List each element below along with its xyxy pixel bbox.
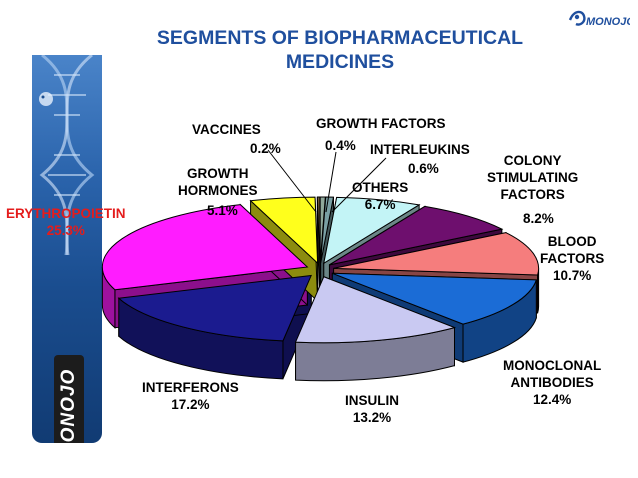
sidebar-banner: MONOJO — [32, 55, 102, 443]
label-growth-hormones-line-1: GROWTH — [187, 166, 249, 181]
sidebar-logo: MONOJO — [54, 355, 84, 443]
label-others-name: OTHERS — [352, 180, 409, 195]
label-mab-line-1: MONOCLONAL — [503, 358, 602, 373]
label-csf-line-3: FACTORS — [500, 187, 565, 202]
monojo-logo: MONOJO — [568, 10, 630, 28]
label-vaccines-name: VACCINES — [192, 122, 261, 137]
label-growth-hormones-line-2: HORMONES — [178, 183, 258, 198]
label-interferons-value: 17.2% — [171, 397, 210, 412]
corner-logo-text: MONOJO — [586, 16, 630, 28]
label-interleukins: INTERLEUKINS — [370, 141, 470, 158]
slice-top-1 — [320, 196, 335, 264]
label-vaccines-value: 0.2% — [250, 141, 281, 156]
label-interleukins-name: INTERLEUKINS — [370, 142, 470, 157]
label-insulin-name: INSULIN — [345, 393, 399, 408]
slice-top-7 — [117, 274, 313, 342]
label-blood-factors-line-1: BLOOD — [547, 234, 597, 249]
value-growth-hormones: 5.1% — [207, 202, 238, 219]
slice-top-9 — [249, 196, 319, 265]
slice-top-2 — [323, 196, 421, 265]
label-growth-hormones-value: 5.1% — [207, 203, 238, 218]
label-growth-factors: GROWTH FACTORS — [316, 115, 446, 132]
label-vaccines: VACCINES — [192, 121, 261, 138]
slice-top-8 — [101, 204, 309, 291]
value-interleukins: 0.6% — [408, 160, 439, 177]
chart-title: SEGMENTS OF BIOPHARMACEUTICAL MEDICINES — [110, 26, 570, 74]
pie-slices — [101, 196, 540, 382]
label-interferons: INTERFERONS 17.2% — [142, 379, 239, 413]
label-monoclonal-antibodies: MONOCLONAL ANTIBODIES 12.4% — [503, 357, 601, 408]
value-vaccines: 0.2% — [250, 140, 281, 157]
label-insulin-value: 13.2% — [352, 410, 392, 425]
label-csf-line-2: STIMULATING — [487, 170, 579, 185]
value-growth-factors: 0.4% — [325, 137, 356, 154]
title-line-1: SEGMENTS OF BIOPHARMACEUTICAL — [156, 27, 524, 49]
label-csf-line-1: COLONY — [503, 153, 562, 168]
title-line-2: MEDICINES — [285, 51, 395, 73]
slice-top-4 — [333, 232, 540, 276]
label-others-value: 6.7% — [364, 197, 396, 212]
label-blood-factors-value: 10.7% — [552, 268, 592, 283]
label-erythropoietin-value: 25.3% — [46, 223, 85, 238]
label-mab-value: 12.4% — [532, 392, 572, 407]
label-interleukins-value: 0.6% — [408, 161, 439, 176]
label-others: OTHERS 6.7% — [352, 179, 408, 213]
value-colony-stimulating-factors: 8.2% — [523, 210, 554, 227]
dna-helix-graphic — [39, 55, 95, 255]
label-interferons-name: INTERFERONS — [142, 380, 239, 395]
label-insulin: INSULIN 13.2% — [345, 392, 399, 426]
slice-top-6 — [294, 276, 457, 344]
label-mab-line-2: ANTIBODIES — [510, 375, 594, 390]
slice-top-3 — [329, 205, 504, 266]
label-erythropoietin-name: ERYTHROPOIETIN — [6, 206, 126, 221]
label-blood-factors-line-2: FACTORS — [540, 251, 605, 266]
label-colony-stimulating-factors: COLONY STIMULATING FACTORS — [487, 152, 578, 203]
leader-growth-factors — [325, 151, 337, 213]
label-growth-hormones: GROWTH HORMONES — [178, 165, 258, 199]
leader-vaccines — [267, 149, 317, 213]
leader-interleukins — [331, 157, 387, 213]
label-csf-value: 8.2% — [523, 211, 554, 226]
label-growth-factors-name: GROWTH FACTORS — [316, 116, 446, 131]
slice-top-10 — [316, 196, 321, 264]
label-growth-factors-value: 0.4% — [325, 138, 356, 153]
slice-top-5 — [332, 272, 537, 325]
label-blood-factors: BLOOD FACTORS 10.7% — [540, 233, 604, 284]
label-erythropoietin: ERYTHROPOIETIN 25.3% — [6, 205, 126, 239]
